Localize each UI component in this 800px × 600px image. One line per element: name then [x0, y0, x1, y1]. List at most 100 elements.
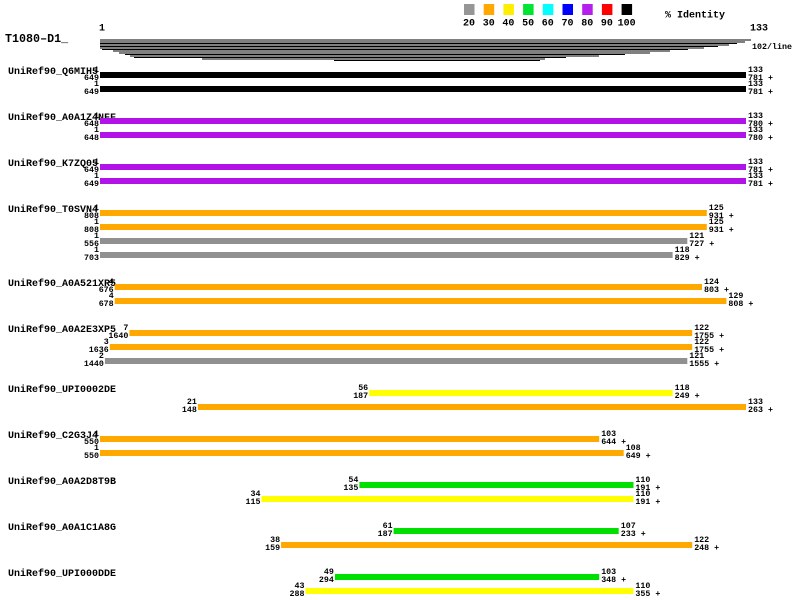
- svg-text:1: 1: [94, 65, 99, 75]
- svg-text:808 +: 808 +: [728, 299, 753, 309]
- svg-text:102/line: 102/line: [752, 42, 792, 52]
- svg-text:133: 133: [750, 24, 768, 35]
- svg-text:4: 4: [109, 277, 114, 287]
- svg-text:UniRef90_A0A2D8T9B: UniRef90_A0A2D8T9B: [8, 476, 116, 488]
- svg-text:80: 80: [581, 19, 593, 30]
- svg-text:UniRef90_UPI0002DE: UniRef90_UPI0002DE: [8, 384, 116, 396]
- svg-text:30: 30: [483, 19, 495, 30]
- svg-text:% Identity: % Identity: [665, 10, 725, 22]
- svg-text:34: 34: [251, 489, 261, 499]
- svg-text:133: 133: [748, 111, 763, 121]
- svg-text:649: 649: [84, 165, 99, 175]
- svg-text:UniRef90_K7ZQ05: UniRef90_K7ZQ05: [8, 158, 98, 170]
- svg-text:133: 133: [748, 79, 763, 89]
- svg-text:3: 3: [104, 337, 109, 347]
- svg-text:UniRef90_C2G3J4: UniRef90_C2G3J4: [8, 430, 98, 442]
- svg-text:20: 20: [463, 19, 475, 30]
- svg-text:135: 135: [343, 483, 358, 493]
- svg-text:678: 678: [99, 299, 114, 309]
- svg-text:103: 103: [601, 429, 616, 439]
- svg-text:110: 110: [635, 475, 650, 485]
- svg-text:1: 1: [94, 443, 99, 453]
- svg-text:703: 703: [84, 253, 99, 263]
- svg-text:191 +: 191 +: [635, 483, 660, 493]
- svg-text:780 +: 780 +: [748, 133, 773, 143]
- svg-text:931 +: 931 +: [709, 211, 734, 221]
- svg-text:50: 50: [522, 19, 534, 30]
- svg-text:1: 1: [99, 24, 105, 35]
- svg-text:263 +: 263 +: [748, 405, 773, 415]
- svg-text:1: 1: [94, 79, 99, 89]
- svg-text:191 +: 191 +: [635, 497, 660, 507]
- svg-text:1636: 1636: [89, 345, 109, 355]
- svg-text:103: 103: [601, 567, 616, 577]
- svg-text:125: 125: [709, 217, 724, 227]
- svg-text:UniRef90_Q6MIH5: UniRef90_Q6MIH5: [8, 66, 98, 78]
- svg-text:288: 288: [290, 589, 305, 599]
- svg-text:1: 1: [94, 203, 99, 213]
- svg-text:1: 1: [94, 217, 99, 227]
- svg-text:118: 118: [675, 383, 690, 393]
- svg-text:61: 61: [383, 521, 393, 531]
- svg-text:40: 40: [502, 19, 514, 30]
- svg-text:781 +: 781 +: [748, 179, 773, 189]
- svg-text:550: 550: [84, 437, 99, 447]
- svg-text:129: 129: [728, 291, 743, 301]
- svg-text:550: 550: [84, 451, 99, 461]
- svg-text:648: 648: [84, 119, 99, 129]
- svg-text:781 +: 781 +: [748, 87, 773, 97]
- svg-text:UniRef90_A0A2E3XP5: UniRef90_A0A2E3XP5: [8, 324, 116, 336]
- svg-text:649: 649: [84, 179, 99, 189]
- svg-text:90: 90: [601, 19, 613, 30]
- svg-text:121: 121: [689, 231, 704, 241]
- svg-text:4: 4: [109, 291, 114, 301]
- svg-text:122: 122: [694, 535, 709, 545]
- svg-text:100: 100: [618, 19, 636, 30]
- svg-text:187: 187: [353, 391, 368, 401]
- svg-text:49: 49: [324, 567, 334, 577]
- svg-text:148: 148: [182, 405, 197, 415]
- svg-text:60: 60: [542, 19, 554, 30]
- svg-text:676: 676: [99, 285, 114, 295]
- svg-text:727 +: 727 +: [689, 239, 714, 249]
- svg-text:1: 1: [94, 157, 99, 167]
- svg-text:118: 118: [675, 245, 690, 255]
- svg-text:249 +: 249 +: [675, 391, 700, 401]
- svg-text:133: 133: [748, 157, 763, 167]
- svg-text:648: 648: [84, 133, 99, 143]
- svg-text:38: 38: [270, 535, 280, 545]
- svg-text:2: 2: [99, 351, 104, 361]
- svg-text:808: 808: [84, 225, 99, 235]
- svg-text:644 +: 644 +: [601, 437, 626, 447]
- svg-text:122: 122: [694, 323, 709, 333]
- svg-text:1: 1: [94, 429, 99, 439]
- svg-text:556: 556: [84, 239, 99, 249]
- svg-text:UniRef90_A0A521XR5: UniRef90_A0A521XR5: [8, 278, 116, 290]
- svg-text:1755 +: 1755 +: [694, 345, 724, 355]
- svg-text:649: 649: [84, 87, 99, 97]
- svg-text:121: 121: [689, 351, 704, 361]
- svg-text:UniRef90_A0A1C1A8G: UniRef90_A0A1C1A8G: [8, 522, 116, 534]
- svg-text:108: 108: [626, 443, 641, 453]
- svg-text:1640: 1640: [108, 331, 128, 341]
- svg-text:159: 159: [265, 543, 280, 553]
- svg-text:122: 122: [694, 337, 709, 347]
- svg-text:1440: 1440: [84, 359, 104, 369]
- svg-text:56: 56: [358, 383, 368, 393]
- svg-text:829 +: 829 +: [675, 253, 700, 263]
- svg-text:1555 +: 1555 +: [689, 359, 719, 369]
- svg-text:781 +: 781 +: [748, 165, 773, 175]
- svg-text:649 +: 649 +: [626, 451, 651, 461]
- svg-text:1: 1: [94, 231, 99, 241]
- svg-text:780 +: 780 +: [748, 119, 773, 129]
- svg-text:124: 124: [704, 277, 719, 287]
- svg-text:133: 133: [748, 171, 763, 181]
- svg-text:133: 133: [748, 125, 763, 135]
- svg-text:110: 110: [635, 489, 650, 499]
- svg-text:110: 110: [635, 581, 650, 591]
- svg-text:781 +: 781 +: [748, 73, 773, 83]
- svg-text:43: 43: [295, 581, 305, 591]
- svg-text:649: 649: [84, 73, 99, 83]
- svg-text:187: 187: [378, 529, 393, 539]
- svg-text:1: 1: [94, 245, 99, 255]
